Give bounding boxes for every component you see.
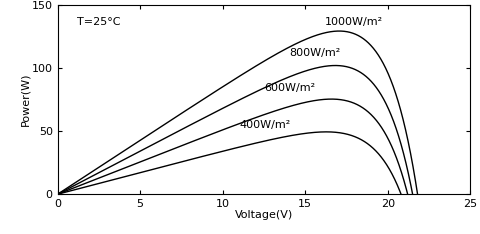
Text: 800W/m²: 800W/m² [289, 48, 340, 58]
Y-axis label: Power(W): Power(W) [20, 73, 30, 126]
Text: 600W/m²: 600W/m² [264, 83, 315, 93]
Text: 1000W/m²: 1000W/m² [325, 17, 383, 27]
X-axis label: Voltage(V): Voltage(V) [235, 210, 293, 220]
Text: 400W/m²: 400W/m² [239, 120, 290, 130]
Text: T=25°C: T=25°C [77, 17, 121, 27]
